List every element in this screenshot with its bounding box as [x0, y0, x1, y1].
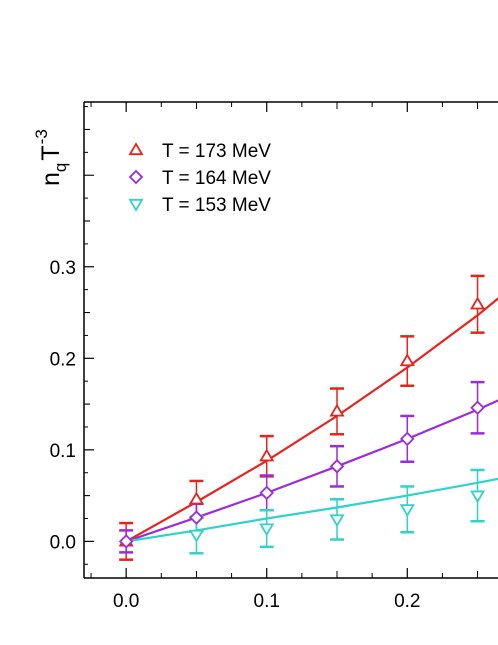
data-point — [470, 400, 485, 416]
data-point — [399, 504, 415, 518]
data-point — [188, 529, 205, 543]
data-point — [399, 353, 415, 367]
data-point — [189, 510, 204, 525]
data-point — [469, 296, 486, 310]
error-bars — [119, 274, 485, 561]
data-point — [329, 403, 345, 417]
data-point — [329, 459, 345, 474]
data-point — [188, 491, 205, 505]
y-label-T: T — [37, 145, 65, 160]
fit-line — [125, 297, 498, 543]
plot-frame — [83, 101, 498, 579]
x-tick-label: 0.1 — [254, 591, 280, 612]
y-tick-label: 0.2 — [50, 349, 76, 370]
data-point — [329, 514, 345, 528]
fit-line — [126, 477, 498, 543]
data-markers — [118, 296, 486, 549]
y-tick-label: 0.1 — [50, 441, 76, 462]
x-tick-label: 0.2 — [394, 591, 420, 612]
data-point — [259, 485, 274, 501]
data-point — [400, 431, 415, 447]
legend-marker — [128, 169, 144, 185]
legend-label: T = 173 MeV — [162, 141, 271, 162]
y-label-n: n — [37, 172, 65, 186]
y-tick-label: 0.0 — [50, 532, 76, 553]
fit-lines — [125, 297, 498, 543]
data-point — [259, 448, 275, 462]
legend-marker — [128, 198, 144, 212]
x-tick-label: 0.0 — [113, 591, 139, 612]
data-point — [259, 523, 275, 537]
legend-marker — [128, 142, 144, 156]
legend: T = 173 MeV T = 164 MeV T = 153 MeV — [128, 141, 271, 216]
fit-line — [125, 399, 498, 543]
data-point — [118, 534, 134, 549]
y-label-sup: -3 — [32, 129, 51, 144]
y-label-base: nqT-3 — [32, 129, 70, 186]
legend-label: T = 164 MeV — [162, 168, 271, 189]
legend-label: T = 153 MeV — [162, 195, 271, 216]
axis-ticks: 0.00.10.20.30.00.10.20.3 — [50, 102, 479, 612]
data-point — [469, 490, 486, 504]
y-label-sub: q — [51, 163, 70, 172]
y-axis-label: nqT-3 — [32, 129, 70, 186]
y-tick-label: 0.3 — [50, 258, 76, 279]
